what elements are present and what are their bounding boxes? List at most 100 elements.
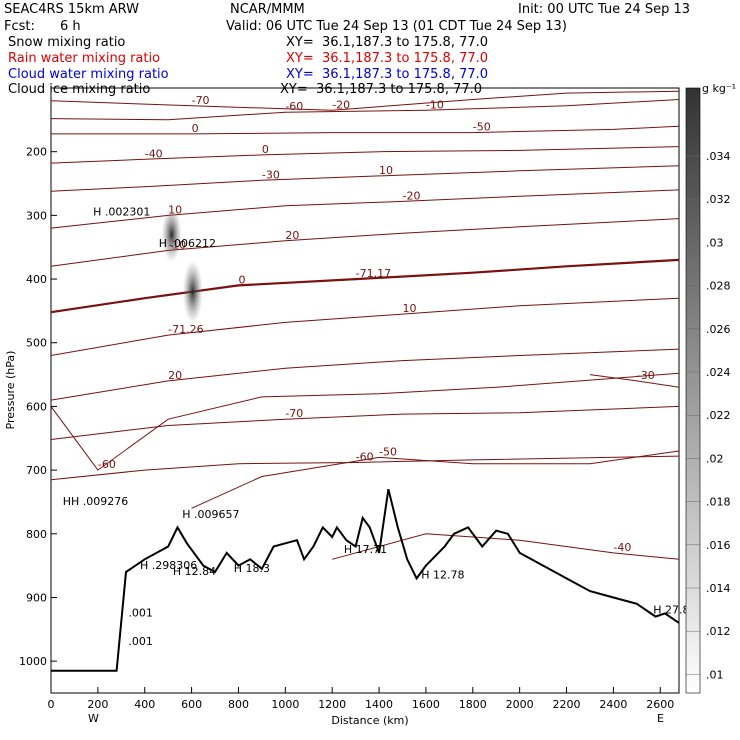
maximum-label: H 17.71 (344, 543, 387, 556)
maximum-label: H 12.78 (421, 568, 464, 581)
isotherm-label: 10 (379, 164, 393, 177)
terrain-line (51, 488, 680, 672)
colorbar-tick-label: .028 (706, 280, 731, 293)
field-xy-snow: XY= 36.1,187.3 to 175.8, 77.0 (286, 35, 489, 50)
colorbar-tick-label: .026 (706, 323, 731, 336)
colorbar-tick-label: .012 (706, 625, 731, 638)
colorbar-tick-label: .034 (706, 150, 731, 163)
x-tick-label: 400 (134, 698, 155, 711)
field-name-rain: Rain water mixing ratio (8, 51, 161, 66)
isotherm-label: 0 (238, 273, 245, 286)
colorbar-tick-label: .02 (706, 452, 724, 465)
y-tick-label: 900 (26, 591, 47, 604)
isotherm-line (50, 297, 680, 356)
x-tick-label: 1800 (459, 698, 487, 711)
isotherm-label: -20 (402, 189, 420, 202)
x-tick-label: 2400 (599, 698, 627, 711)
isotherm-label: -30 (262, 168, 280, 181)
isotherm-line (332, 533, 680, 560)
isotherm-label: 0 (192, 122, 199, 135)
x-tick-label: 0 (48, 698, 55, 711)
isotherm-line (50, 372, 680, 471)
colorbar (685, 87, 701, 694)
temperature-contours: -70 -60 -50 -40 -30 -20 -10 0 10 20 -70 -60 -60 -50 -4… (50, 90, 680, 560)
x-tick-label: 1200 (318, 698, 346, 711)
colorbar-tick-label: .014 (706, 582, 731, 595)
y-tick-label: 400 (26, 273, 47, 286)
isotherm-line (191, 450, 680, 509)
field-xy-cloud-water: XY= 36.1,187.3 to 175.8, 77.0 (286, 67, 489, 82)
colorbar-tick-label: .01 (706, 668, 724, 681)
field-xy-cloud-ice: XY= 36.1,187.3 to 175.8, 77.0 (280, 82, 483, 97)
x-tick-label: 2200 (553, 698, 581, 711)
isotherm-label: -40 (613, 541, 631, 554)
maximum-label: H 18.3 (234, 562, 270, 575)
init-time: Init: 00 UTC Tue 24 Sep 13 (518, 2, 691, 17)
isotherm-label: -10 (426, 98, 444, 111)
maximum-label: .001 (128, 635, 153, 648)
isotherm-label: -50 (379, 445, 397, 458)
plot-frame (50, 87, 680, 694)
colorbar-tick-label: .018 (706, 496, 731, 509)
isotherm-label: 10 (402, 302, 416, 315)
forecast-value: 6 h (60, 19, 81, 34)
y-tick-label: 300 (26, 209, 47, 222)
y-tick-label: 600 (26, 400, 47, 413)
isotherm-line (50, 218, 680, 267)
colorbar-ticks: .034 .032 .03 .028 .026 .024 .022 .02 .018 .016 .0… (686, 150, 731, 681)
isotherm-line (50, 348, 680, 401)
org-title: NCAR/MMM (230, 2, 305, 17)
isotherm-label: -71.26 (168, 323, 203, 336)
cloud-ice-shading (161, 206, 182, 263)
isotherm-line (589, 374, 680, 388)
isotherm-line (50, 165, 680, 192)
mixing-ratio-shading (161, 206, 203, 324)
isotherm-line (50, 455, 680, 481)
terrain-profile (51, 488, 680, 672)
x-end-label-east: E (657, 712, 664, 725)
isotherm-label: 0 (262, 143, 269, 156)
maximum-label: H .009657 (182, 508, 239, 521)
colorbar-tick-label: .024 (706, 366, 731, 379)
isotherm-label: -70 (285, 407, 303, 420)
colorbar-tick-label: .032 (706, 193, 731, 206)
isotherm-label: -70 (192, 94, 210, 107)
y-tick-label: 200 (26, 146, 47, 159)
maximum-label: H .298306 (140, 559, 197, 572)
maximum-label: HH .009276 (63, 495, 129, 508)
isotherm-label: 20 (285, 229, 299, 242)
cloud-ice-shading (182, 259, 203, 324)
isotherm-label: -40 (145, 147, 163, 160)
y-tick-label: 800 (26, 528, 47, 541)
field-xy-rain: XY= 36.1,187.3 to 175.8, 77.0 (286, 51, 489, 66)
x-tick-label: 2000 (506, 698, 534, 711)
x-tick-label: 1000 (271, 698, 299, 711)
y-tick-label: 500 (26, 337, 47, 350)
isotherm-label: -30 (637, 369, 655, 382)
x-end-label-west: W (88, 712, 99, 725)
y-tick-label: 1000 (19, 655, 47, 668)
x-tick-label: 600 (181, 698, 202, 711)
colorbar-tick-label: .022 (706, 409, 731, 422)
colorbar-unit: g kg⁻¹ (702, 82, 736, 95)
maximum-label: H .006212 (159, 237, 216, 250)
isotherm-line (50, 99, 680, 121)
model-title: SEAC4RS 15km ARW (4, 2, 140, 17)
maximum-label: H 27.88 (653, 603, 696, 616)
y-tick-label: 700 (26, 464, 47, 477)
isotherm-line (50, 90, 680, 111)
maximum-label: H 12.84 (173, 565, 216, 578)
isotherm-line (50, 258, 680, 314)
isotherm-line (50, 405, 680, 440)
colorbar-tick-label: .03 (706, 236, 724, 249)
valid-time: Valid: 06 UTC Tue 24 Sep 13 (01 CDT Tue … (226, 19, 567, 34)
x-tick-label: 1600 (412, 698, 440, 711)
forecast-label: Fcst: (4, 19, 35, 34)
field-name-cloud-water: Cloud water mixing ratio (8, 67, 169, 82)
isotherm-label: -50 (473, 121, 491, 134)
x-axis: 0 200 400 600 800 1000 1200 1400 1600 1800 2000 220… (48, 687, 674, 711)
isotherm-line (50, 189, 680, 229)
